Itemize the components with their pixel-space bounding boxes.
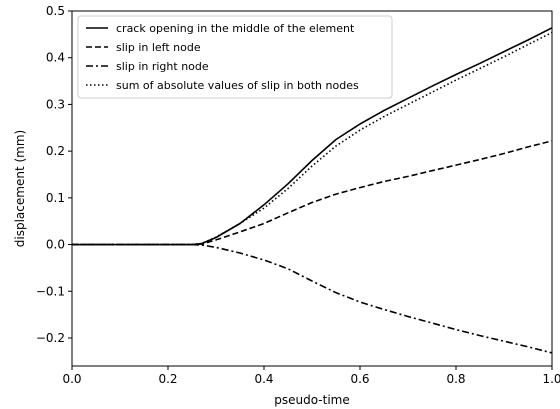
legend-entry: sum of absolute values of slip in both n…: [116, 79, 359, 92]
legend-box: [77, 15, 393, 99]
x-tick-label: 0.4: [254, 372, 273, 386]
series-line-dotted: [72, 31, 553, 246]
y-tick-label: −0.1: [36, 284, 65, 298]
x-axis-label: pseudo-time: [274, 393, 349, 407]
series-line-dashdot: [72, 243, 553, 354]
y-tick-label: 0.4: [46, 51, 65, 65]
x-tick-label: 0.0: [62, 372, 81, 386]
x-tick-label: 1.0: [542, 372, 560, 386]
legend-entry: slip in left node: [116, 41, 201, 54]
legend-entry: crack opening in the middle of the eleme…: [116, 22, 355, 35]
x-tick-label: 0.6: [350, 372, 369, 386]
plot-frame: [71, 10, 553, 367]
x-tick-label: 0.8: [446, 372, 465, 386]
y-tick-label: 0.5: [46, 4, 65, 18]
y-tick-label: 0.0: [46, 238, 65, 252]
legend-entry: slip in right node: [116, 60, 209, 73]
series-lines: [72, 27, 553, 354]
x-tick-label: 0.2: [158, 372, 177, 386]
axis-ticks: 0.0 0.2 0.4 0.6 0.8 1.0 −0.2 −0.1 0.0 0.1 0.2 0.3 0.…: [36, 4, 560, 386]
legend: crack opening in the middle of the eleme…: [77, 15, 393, 99]
y-tick-label: 0.3: [46, 97, 65, 111]
y-tick-label: 0.1: [46, 191, 65, 205]
y-tick-label: −0.2: [36, 331, 65, 345]
y-tick-label: 0.2: [46, 144, 65, 158]
y-axis-label: displacement (mm): [13, 130, 27, 247]
series-line-dashed: [72, 140, 553, 246]
